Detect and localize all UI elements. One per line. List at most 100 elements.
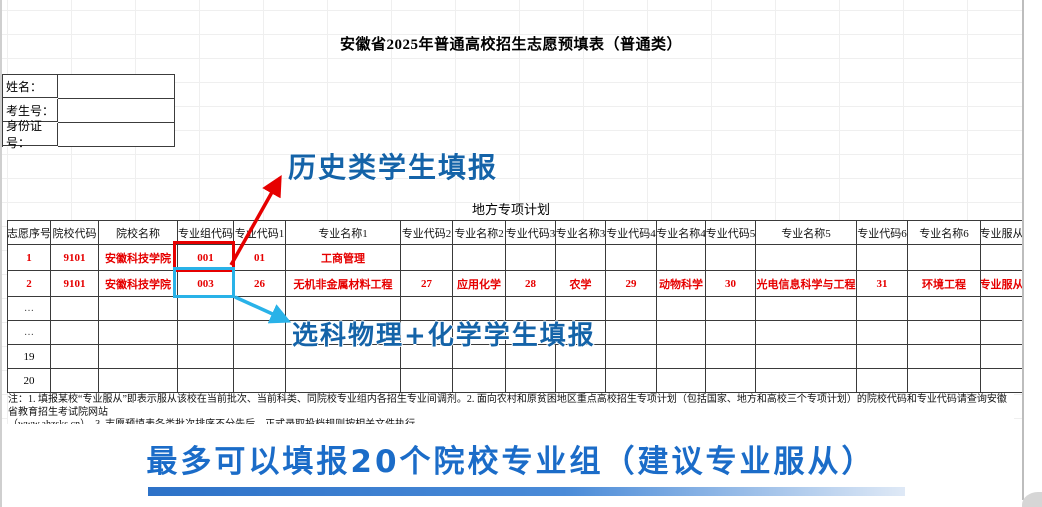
table-cell[interactable] <box>556 321 606 345</box>
table-cell[interactable] <box>401 245 453 271</box>
table-cell[interactable] <box>99 297 178 321</box>
table-cell[interactable] <box>981 345 1023 369</box>
table-cell[interactable] <box>908 369 981 393</box>
table-cell[interactable] <box>401 345 453 369</box>
table-cell[interactable] <box>506 345 556 369</box>
table-cell[interactable] <box>606 321 657 345</box>
exam-number-field[interactable] <box>58 99 175 123</box>
table-cell[interactable] <box>908 297 981 321</box>
table-cell[interactable] <box>178 321 234 345</box>
table-cell[interactable] <box>657 297 706 321</box>
table-cell[interactable] <box>453 369 506 393</box>
table-cell[interactable]: 28 <box>506 271 556 297</box>
table-cell[interactable] <box>234 297 286 321</box>
table-cell[interactable] <box>908 321 981 345</box>
table-cell[interactable]: 无机非金属材料工程 <box>286 271 401 297</box>
table-cell[interactable] <box>981 245 1023 271</box>
table-cell[interactable] <box>99 321 178 345</box>
table-cell[interactable]: 29 <box>606 271 657 297</box>
table-cell[interactable]: 安徽科技学院 <box>99 271 178 297</box>
table-cell[interactable]: 安徽科技学院 <box>99 245 178 271</box>
table-cell[interactable] <box>657 345 706 369</box>
table-cell[interactable] <box>857 369 908 393</box>
table-cell[interactable]: 20 <box>8 369 51 393</box>
table-cell[interactable] <box>657 321 706 345</box>
table-cell[interactable]: 应用化学 <box>453 271 506 297</box>
table-cell[interactable] <box>453 297 506 321</box>
table-cell[interactable] <box>234 345 286 369</box>
table-cell[interactable] <box>706 369 756 393</box>
table-cell[interactable] <box>857 245 908 271</box>
table-cell[interactable] <box>908 345 981 369</box>
table-cell[interactable]: 26 <box>234 271 286 297</box>
table-cell[interactable] <box>756 297 857 321</box>
table-cell[interactable] <box>606 345 657 369</box>
table-cell[interactable] <box>908 245 981 271</box>
id-number-field[interactable] <box>58 123 175 147</box>
table-cell[interactable] <box>857 345 908 369</box>
table-cell[interactable] <box>178 345 234 369</box>
table-cell[interactable] <box>556 369 606 393</box>
table-cell[interactable] <box>51 369 99 393</box>
table-cell[interactable]: 农学 <box>556 271 606 297</box>
table-cell[interactable]: 30 <box>706 271 756 297</box>
table-cell[interactable]: 1 <box>8 245 51 271</box>
table-cell[interactable] <box>857 297 908 321</box>
table-cell[interactable] <box>506 369 556 393</box>
table-cell[interactable] <box>657 245 706 271</box>
table-cell[interactable] <box>178 369 234 393</box>
table-cell[interactable]: 光电信息科学与工程 <box>756 271 857 297</box>
table-cell[interactable]: … <box>8 297 51 321</box>
table-cell[interactable] <box>286 345 401 369</box>
table-cell[interactable] <box>756 321 857 345</box>
table-cell[interactable]: 环境工程 <box>908 271 981 297</box>
table-cell[interactable] <box>657 369 706 393</box>
table-cell[interactable] <box>556 297 606 321</box>
table-cell[interactable] <box>981 321 1023 345</box>
table-cell[interactable] <box>286 297 401 321</box>
table-cell[interactable] <box>99 345 178 369</box>
table-cell[interactable] <box>99 369 178 393</box>
table-cell[interactable] <box>706 297 756 321</box>
table-cell[interactable]: 9101 <box>51 245 99 271</box>
table-cell[interactable] <box>51 297 99 321</box>
table-cell[interactable]: … <box>8 321 51 345</box>
table-cell[interactable]: 动物科学 <box>657 271 706 297</box>
table-cell[interactable] <box>453 321 506 345</box>
table-cell[interactable]: 001 <box>178 245 234 271</box>
table-cell[interactable] <box>606 369 657 393</box>
table-cell[interactable]: 31 <box>857 271 908 297</box>
table-cell[interactable] <box>981 369 1023 393</box>
name-field[interactable] <box>58 75 175 99</box>
table-cell[interactable] <box>51 345 99 369</box>
table-cell[interactable] <box>234 321 286 345</box>
table-cell[interactable] <box>606 297 657 321</box>
table-cell[interactable]: 01 <box>234 245 286 271</box>
table-cell[interactable] <box>401 321 453 345</box>
table-cell[interactable] <box>756 245 857 271</box>
table-cell[interactable] <box>606 245 657 271</box>
table-cell[interactable]: 专业服从 <box>981 271 1023 297</box>
table-cell[interactable] <box>706 245 756 271</box>
table-cell[interactable] <box>234 369 286 393</box>
table-cell[interactable] <box>401 297 453 321</box>
table-cell[interactable] <box>506 297 556 321</box>
table-cell[interactable] <box>857 321 908 345</box>
table-cell[interactable]: 9101 <box>51 271 99 297</box>
table-cell[interactable] <box>453 345 506 369</box>
table-cell[interactable] <box>556 245 606 271</box>
table-cell[interactable] <box>178 297 234 321</box>
table-cell[interactable]: 2 <box>8 271 51 297</box>
table-cell[interactable] <box>286 369 401 393</box>
table-cell[interactable]: 27 <box>401 271 453 297</box>
table-cell[interactable] <box>506 245 556 271</box>
table-cell[interactable] <box>51 321 99 345</box>
table-cell[interactable] <box>506 321 556 345</box>
table-cell[interactable] <box>981 297 1023 321</box>
table-cell[interactable]: 工商管理 <box>286 245 401 271</box>
table-cell[interactable] <box>286 321 401 345</box>
table-cell[interactable] <box>706 321 756 345</box>
table-cell[interactable] <box>401 369 453 393</box>
table-cell[interactable] <box>756 345 857 369</box>
table-cell[interactable]: 19 <box>8 345 51 369</box>
